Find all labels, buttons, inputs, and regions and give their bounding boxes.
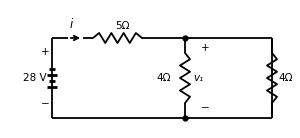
Text: +: +	[201, 43, 209, 53]
Text: v₁: v₁	[193, 73, 203, 83]
Text: −: −	[201, 103, 209, 113]
Text: 5Ω: 5Ω	[115, 21, 130, 31]
Text: 4Ω: 4Ω	[157, 73, 171, 83]
Text: +: +	[41, 47, 49, 57]
Text: −: −	[40, 99, 50, 109]
Text: i: i	[70, 18, 73, 31]
Text: 28 V: 28 V	[23, 73, 47, 83]
Text: 4Ω: 4Ω	[278, 73, 292, 83]
